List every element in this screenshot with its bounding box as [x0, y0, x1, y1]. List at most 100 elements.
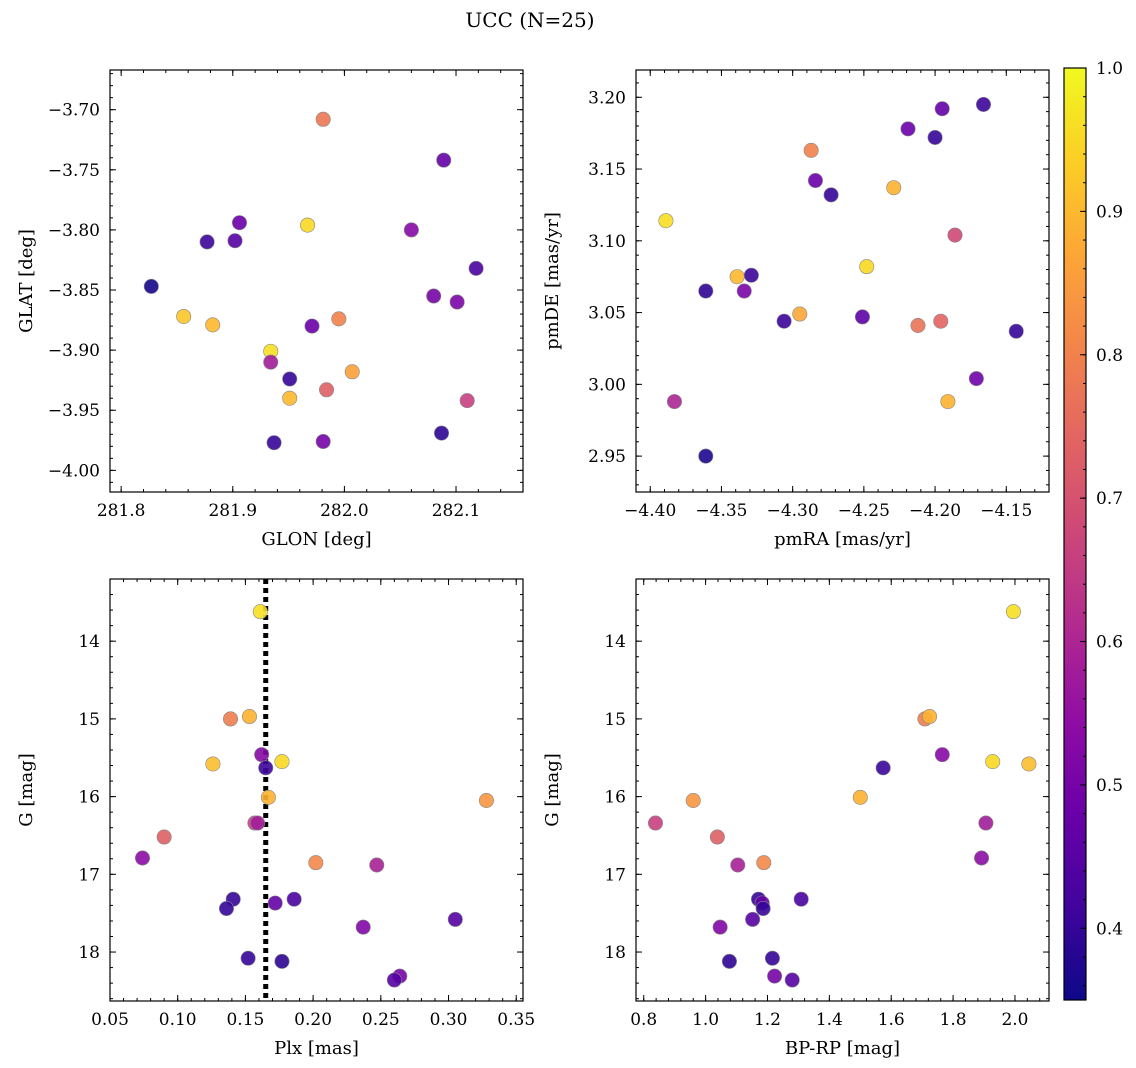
data-point	[459, 393, 475, 409]
x-tick-label: 0.8	[630, 1010, 657, 1030]
data-point	[823, 187, 839, 203]
data-point	[776, 313, 792, 329]
data-point	[227, 233, 243, 249]
x-axis-label: BP-RP [mag]	[785, 1038, 900, 1059]
x-tick-label: −4.20	[909, 501, 961, 521]
y-tick-label: 3.00	[588, 375, 626, 395]
data-point	[403, 222, 419, 238]
data-point	[1008, 323, 1024, 339]
data-point	[743, 267, 759, 283]
data-point	[698, 448, 714, 464]
colorbar-gradient	[1064, 68, 1086, 1000]
data-point	[240, 950, 256, 966]
x-tick-label: 282.0	[320, 501, 369, 521]
colorbar-tick-label: 0.7	[1096, 489, 1123, 509]
panels: 281.8 281.9 282.0 282.1 −3.70 −3.75 −3.80 −3.85…	[16, 69, 1050, 1059]
data-point	[721, 953, 737, 969]
data-point	[386, 972, 402, 988]
panel-2: −4.40 −4.35 −4.30 −4.25 −4.20 −4.15 2.95 3.00 3.…	[542, 69, 1050, 550]
y-tick-label: 3.20	[588, 88, 626, 108]
data-point	[266, 435, 282, 451]
y-tick-label: 17	[604, 865, 626, 885]
data-point	[730, 857, 746, 873]
data-point	[934, 747, 950, 763]
y-tick-label: 3.10	[588, 232, 626, 252]
data-point	[1021, 756, 1037, 772]
data-point	[940, 394, 956, 410]
x-tick-label: 281.8	[97, 501, 146, 521]
data-point	[658, 213, 674, 229]
x-tick-label: −4.15	[980, 501, 1032, 521]
data-point	[755, 901, 771, 917]
data-point	[784, 972, 800, 988]
data-point	[369, 857, 385, 873]
x-tick-label: 281.9	[208, 501, 257, 521]
x-tick-label: 1.2	[754, 1010, 781, 1030]
panel-4: 0.8 1.0 1.2 1.4 1.6 1.8 2.0 14 15 16 17 18 BP-RP [ma…	[542, 578, 1050, 1059]
data-point	[331, 311, 347, 327]
x-tick-label: −4.35	[695, 501, 747, 521]
data-point	[852, 789, 868, 805]
plot-frame	[635, 69, 1050, 493]
data-point	[258, 760, 274, 776]
x-tick-label: 0.10	[159, 1010, 197, 1030]
data-point	[756, 855, 772, 871]
data-point	[922, 709, 938, 725]
panel-1: 281.8 281.9 282.0 282.1 −3.70 −3.75 −3.80 −3.85…	[16, 69, 524, 550]
data-point	[274, 754, 290, 770]
data-point	[933, 313, 949, 329]
x-tick-label: 1.0	[692, 1010, 719, 1030]
data-point	[355, 919, 371, 935]
data-point	[205, 756, 221, 772]
plot-frame	[635, 578, 1050, 1002]
data-point	[263, 354, 279, 370]
colorbar-tick-label: 0.4	[1096, 919, 1123, 939]
y-tick-label: 3.15	[588, 160, 626, 180]
data-point	[468, 260, 484, 276]
y-tick-label: −3.85	[48, 281, 100, 301]
data-point	[274, 953, 290, 969]
colorbar: 0.4 0.5 0.6 0.7 0.8 0.9 1.0	[1063, 59, 1123, 1001]
data-point	[260, 789, 276, 805]
data-point	[282, 371, 298, 387]
colorbar-tick-label: 0.9	[1096, 202, 1123, 222]
data-point	[745, 911, 761, 927]
data-point	[250, 815, 266, 831]
data-point	[729, 269, 745, 285]
data-point	[267, 895, 283, 911]
y-tick-label: −3.70	[48, 101, 100, 121]
x-axis-label: Plx [mas]	[274, 1038, 359, 1059]
data-point	[218, 901, 234, 917]
data-point	[447, 911, 463, 927]
data-point	[478, 792, 494, 808]
data-point	[709, 829, 725, 845]
y-tick-label: 14	[78, 632, 100, 652]
x-axis-label: pmRA [mas/yr]	[774, 529, 911, 550]
x-tick-label: 282.1	[432, 501, 481, 521]
data-point	[934, 101, 950, 117]
data-point	[434, 425, 450, 441]
x-tick-label: 2.0	[1001, 1010, 1028, 1030]
plot-frame	[109, 578, 524, 1002]
y-tick-label: −4.00	[48, 461, 100, 481]
data-point	[134, 850, 150, 866]
data-point	[205, 317, 221, 333]
x-tick-label: 1.4	[816, 1010, 843, 1030]
data-point	[308, 855, 324, 871]
data-point	[1005, 604, 1021, 620]
x-axis-label: GLON [deg]	[261, 529, 371, 550]
y-axis-label: G [mag]	[16, 753, 37, 826]
panel-3: 0.05 0.10 0.15 0.20 0.25 0.30 0.35 14 15 16 17 18 Pl…	[16, 578, 535, 1059]
y-tick-label: 3.05	[588, 304, 626, 324]
data-point	[426, 288, 442, 304]
x-tick-label: −4.40	[624, 501, 676, 521]
data-point	[736, 283, 752, 299]
data-point	[854, 309, 870, 325]
data-point	[975, 96, 991, 112]
data-point	[900, 121, 916, 137]
data-point	[241, 709, 257, 725]
data-point	[859, 259, 875, 275]
data-point	[252, 604, 268, 620]
y-tick-label: 15	[78, 710, 100, 730]
